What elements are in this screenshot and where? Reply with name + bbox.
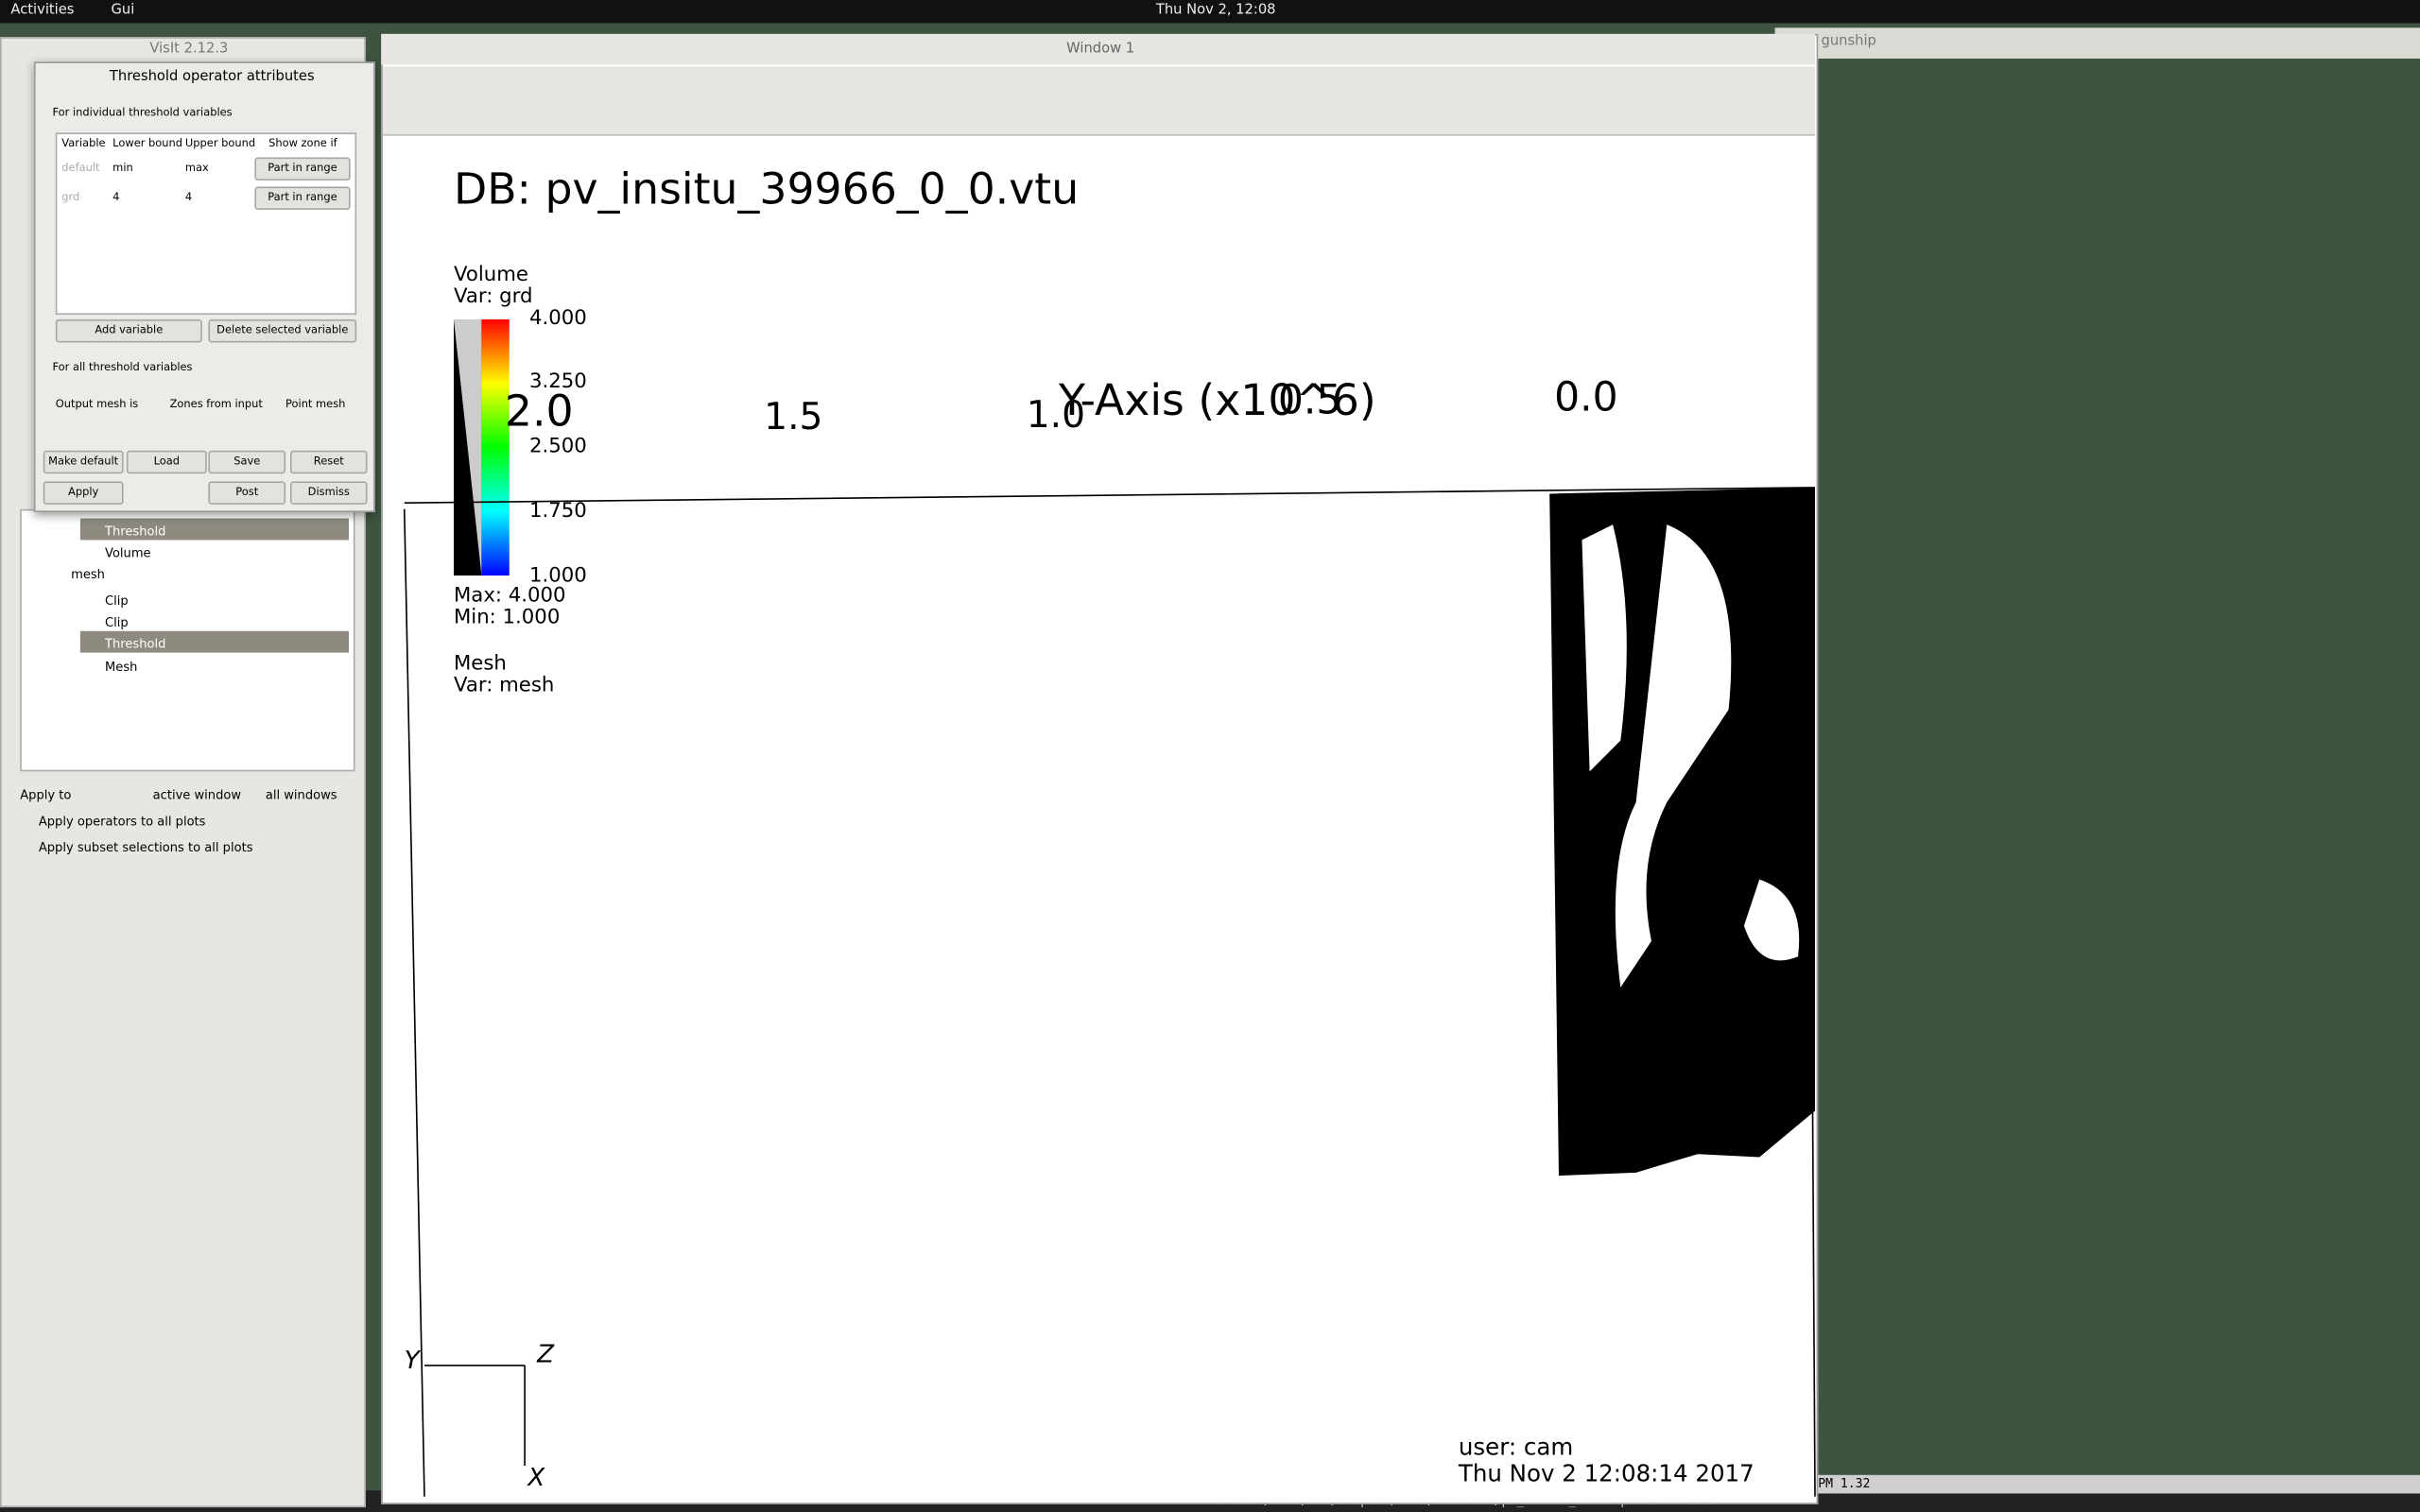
- legend-mesh: Mesh: [453, 652, 507, 677]
- combo[interactable]: Part in range: [254, 186, 351, 211]
- cell[interactable]: max: [184, 162, 209, 175]
- legend-var: Var: grd: [453, 285, 533, 309]
- button[interactable]: Reset: [289, 450, 368, 474]
- button[interactable]: Apply: [43, 481, 124, 505]
- tree-item[interactable]: Threshold: [105, 524, 166, 539]
- table-header: Show zone if: [268, 137, 337, 150]
- user-label: user: cam: [1458, 1433, 1574, 1462]
- axis-line: [403, 508, 425, 1497]
- radio[interactable]: Zones from input: [169, 398, 263, 411]
- main-window-title: VisIt 2.12.3: [149, 42, 229, 58]
- axis-label: 0.0: [1554, 374, 1618, 421]
- section-label: For all threshold variables: [52, 361, 193, 374]
- colorbar-tick: 3.250: [529, 369, 587, 394]
- db-label: DB: pv_insitu_39966_0_0.vtu: [453, 163, 1080, 215]
- triad-label: Y: [404, 1345, 420, 1375]
- tree-item[interactable]: Clip: [105, 615, 129, 630]
- timestamp: Thu Nov 2 12:08:14 2017: [1458, 1459, 1754, 1487]
- cell: default: [61, 162, 100, 175]
- axis-title: Y-Axis (x10^6): [1059, 374, 1376, 426]
- legend-max: Max: 4.000: [453, 584, 566, 609]
- button[interactable]: Add variable: [55, 318, 202, 343]
- radio[interactable]: active window: [152, 788, 242, 802]
- colorbar-tick: 4.000: [529, 306, 587, 331]
- legend-mesh-var: Var: mesh: [453, 674, 555, 697]
- cell[interactable]: min: [112, 162, 133, 175]
- triad-label: Z: [537, 1339, 555, 1369]
- tree-item[interactable]: Mesh: [105, 660, 138, 675]
- tree-item[interactable]: Threshold: [105, 637, 166, 651]
- activities[interactable]: Activities: [10, 3, 75, 19]
- selected-row: [79, 630, 349, 653]
- bg-window-title-bar: [1774, 27, 2420, 60]
- viz-title: Window 1: [1066, 42, 1135, 58]
- axis-label: 0.5: [1277, 377, 1342, 424]
- button[interactable]: Make default: [43, 450, 124, 474]
- apply-to: Apply to: [20, 788, 72, 802]
- mesh-hole: [1582, 524, 1800, 988]
- radio[interactable]: all windows: [265, 788, 337, 802]
- selected-row: [79, 518, 349, 541]
- colorbar-tick: 1.000: [529, 564, 587, 589]
- table-header: Upper bound: [184, 137, 256, 150]
- axis-label: 2.0: [504, 386, 574, 438]
- clock[interactable]: Thu Nov 2, 12:08: [1155, 3, 1276, 19]
- checkbox[interactable]: Apply operators to all plots: [38, 815, 206, 829]
- cell[interactable]: 4: [184, 191, 193, 204]
- table-header: Lower bound: [112, 137, 183, 150]
- combo[interactable]: Part in range: [254, 157, 351, 181]
- status: PM 1.32: [1818, 1476, 1871, 1491]
- button[interactable]: Save: [208, 450, 286, 474]
- axis-line: [404, 487, 1816, 505]
- status-strip: [1806, 1474, 2420, 1494]
- axis-label: 1.0: [1026, 393, 1086, 438]
- top-bar: [0, 0, 2420, 24]
- tree-item[interactable]: Volume: [105, 545, 151, 560]
- radio[interactable]: Point mesh: [285, 398, 346, 411]
- tree-item[interactable]: Clip: [105, 593, 129, 609]
- app-menu[interactable]: Gui: [111, 3, 135, 19]
- triad-label: X: [527, 1462, 545, 1492]
- checkbox[interactable]: Apply subset selections to all plots: [38, 840, 253, 855]
- axis-label: 1.5: [764, 394, 823, 438]
- dialog-title: Threshold operator attributes: [109, 69, 315, 85]
- label: Output mesh is: [55, 398, 139, 411]
- section-label: For individual threshold variables: [52, 106, 233, 119]
- colorbar-tick: 1.750: [529, 499, 587, 524]
- legend-title: Volume: [453, 264, 528, 287]
- legend-min: Min: 1.000: [453, 606, 561, 630]
- colorbar: [481, 318, 510, 576]
- table-header: Variable: [61, 137, 106, 150]
- colorbar-tick: 2.500: [529, 435, 587, 458]
- toolbar: [382, 66, 1815, 136]
- cell: grd: [61, 191, 80, 204]
- button[interactable]: Dismiss: [289, 481, 368, 505]
- viz-title-bar: [381, 33, 1815, 65]
- button[interactable]: Post: [208, 481, 286, 505]
- tree-item[interactable]: mesh: [71, 567, 105, 582]
- button[interactable]: Load: [126, 450, 207, 474]
- bg-window-title: gunship: [1821, 33, 1876, 50]
- button[interactable]: Delete selected variable: [208, 318, 357, 343]
- cell[interactable]: 4: [112, 191, 120, 204]
